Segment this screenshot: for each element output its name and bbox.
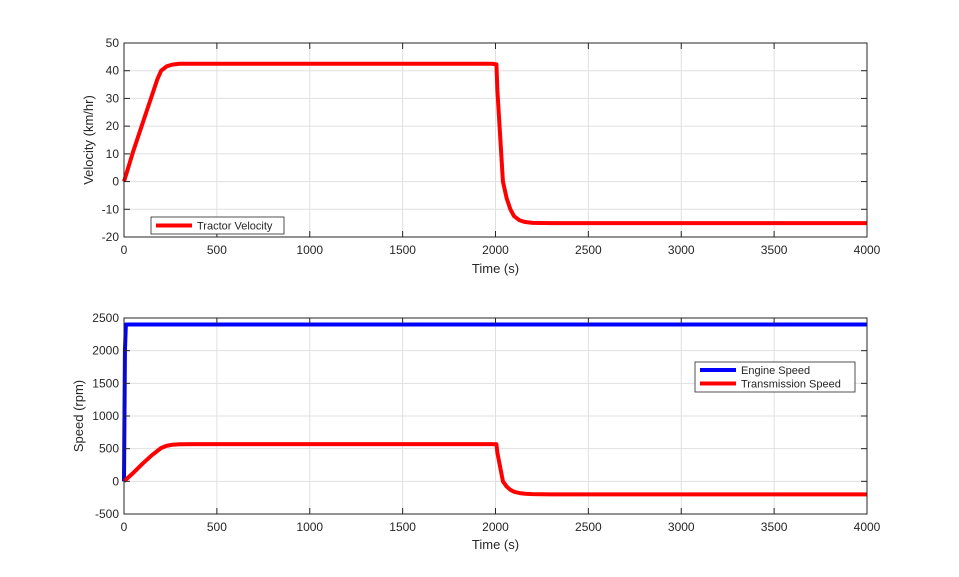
velocity-y-tick-label: -10 <box>102 202 120 216</box>
velocity-x-tick-label: 500 <box>207 243 227 257</box>
velocity-y-tick-label: 40 <box>106 64 120 78</box>
legend-label-engine-speed: Engine Speed <box>741 365 810 377</box>
speed-x-tick-label: 2000 <box>482 520 509 534</box>
velocity-y-tick-label: 10 <box>106 147 120 161</box>
velocity-x-tick-label: 1500 <box>389 243 416 257</box>
velocity-x-tick-label: 2500 <box>575 243 602 257</box>
speed-y-tick-label: 2500 <box>92 311 119 325</box>
velocity-y-tick-label: 0 <box>112 175 119 189</box>
series-line-tractor-velocity <box>122 61 867 226</box>
velocity-x-tick-label: 0 <box>121 243 128 257</box>
velocity-x-tick-label: 1000 <box>296 243 323 257</box>
velocity-series-layer <box>122 61 867 226</box>
velocity-legend: Tractor Velocity <box>150 216 285 235</box>
velocity-x-tick-label: 3500 <box>761 243 788 257</box>
velocity-y-tick-label: -20 <box>102 230 120 244</box>
speed-x-tick-label: 2500 <box>575 520 602 534</box>
speed-y-tick-label: 1500 <box>92 376 119 390</box>
speed-x-tick-label: 500 <box>207 520 227 534</box>
speed-y-tick-label: 1000 <box>92 409 119 423</box>
speed-y-ticks: -500 0 500 1000 1500 2000 2500 <box>92 311 867 521</box>
speed-y-tick-label: 500 <box>99 442 119 456</box>
velocity-y-ticks: -20 -10 0 10 20 30 40 50 <box>102 36 867 244</box>
speed-x-tick-label: 4000 <box>854 520 881 534</box>
speed-legend-box <box>694 361 856 393</box>
velocity-y-tick-label: 20 <box>106 119 120 133</box>
velocity-y-tick-label: 50 <box>106 36 120 50</box>
velocity-x-axis-label: Time (s) <box>472 261 519 276</box>
velocity-x-tick-label: 4000 <box>854 243 881 257</box>
speed-x-axis-label: Time (s) <box>472 537 519 552</box>
speed-x-tick-label: 1000 <box>296 520 323 534</box>
legend-label-transmission-speed: Transmission Speed <box>741 379 841 391</box>
speed-x-tick-label: 1500 <box>389 520 416 534</box>
speed-x-tick-label: 3000 <box>668 520 695 534</box>
velocity-x-tick-label: 3000 <box>668 243 695 257</box>
speed-x-tick-label: 0 <box>121 520 128 534</box>
speed-x-ticks: 0 500 1000 1500 2000 2500 3000 3500 4000 <box>121 318 881 534</box>
velocity-y-axis-label: Velocity (km/hr) <box>81 95 96 185</box>
velocity-x-ticks: 0 500 1000 1500 2000 2500 3000 3500 4000 <box>121 43 881 257</box>
speed-y-axis-label: Speed (rpm) <box>71 380 86 452</box>
speed-axes: 0 500 1000 1500 2000 2500 3000 3500 4000 -500050… <box>71 311 881 552</box>
speed-y-tick-label: -500 <box>95 507 119 521</box>
series-line-engine-speed <box>122 322 867 482</box>
legend-label-tractor-velocity: Tractor Velocity <box>197 221 273 233</box>
velocity-x-tick-label: 2000 <box>482 243 509 257</box>
velocity-legend-box <box>150 216 285 235</box>
velocity-axes: 0 500 1000 1500 2000 2500 3000 3500 4000 -20-100… <box>81 36 881 276</box>
speed-y-tick-label: 2000 <box>92 344 119 358</box>
speed-x-tick-label: 3500 <box>761 520 788 534</box>
speed-legend: Engine Speed Transmission Speed <box>694 361 856 393</box>
series-line-transmission-speed <box>122 442 867 497</box>
speed-y-tick-label: 0 <box>112 474 119 488</box>
velocity-y-tick-label: 30 <box>106 91 120 105</box>
speed-series-layer <box>122 322 867 497</box>
